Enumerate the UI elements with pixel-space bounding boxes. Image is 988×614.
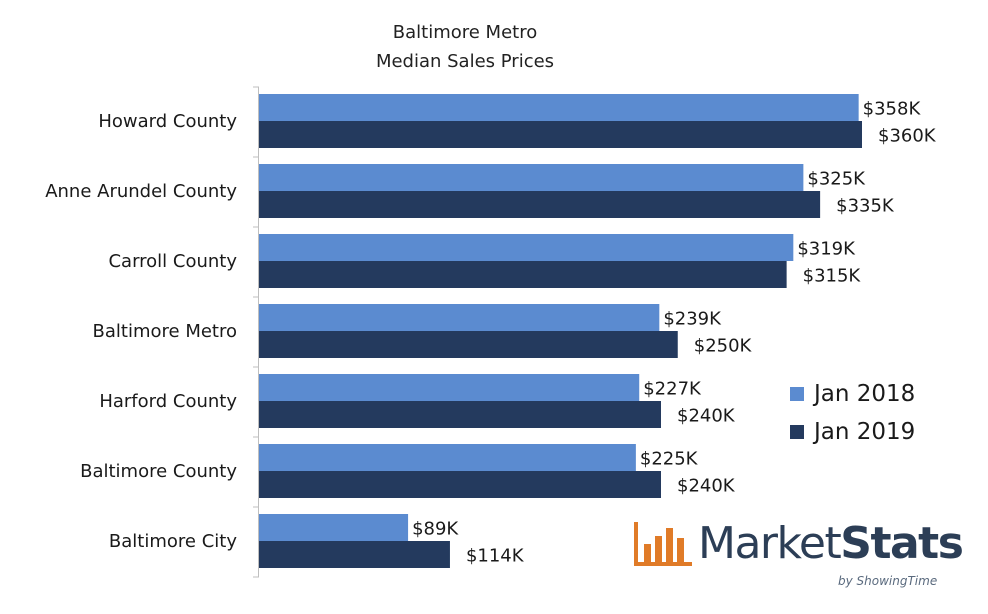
y-axis-ticks: [253, 86, 259, 578]
category-label-howard-county: Howard County: [98, 111, 237, 132]
bars-group: [259, 94, 862, 568]
bar-baltimore-metro-jan-2019: [259, 331, 678, 358]
bar-anne-arundel-county-jan-2019: [259, 191, 821, 218]
data-label-baltimore-city-jan-2018: $89K: [412, 519, 459, 540]
legend-swatch-jan-2018: [790, 387, 804, 401]
bar-baltimore-city-jan-2019: [259, 541, 450, 568]
legend-item-jan-2019: Jan 2019: [790, 419, 915, 445]
logo-text-market: Market: [698, 518, 842, 569]
data-label-anne-arundel-county-jan-2018: $325K: [807, 169, 866, 190]
chart-title-line-1: Baltimore Metro: [392, 22, 538, 43]
bar-baltimore-metro-jan-2018: [259, 304, 660, 331]
data-label-harford-county-jan-2018: $227K: [643, 379, 702, 400]
bar-harford-county-jan-2019: [259, 401, 661, 428]
bar-baltimore-county-jan-2018: [259, 444, 636, 471]
legend-item-jan-2018: Jan 2018: [790, 381, 915, 407]
legend-label-jan-2018: Jan 2018: [814, 381, 916, 407]
data-label-baltimore-metro-jan-2018: $239K: [663, 309, 722, 330]
data-label-carroll-county-jan-2018: $319K: [797, 239, 856, 260]
category-label-anne-arundel-county: Anne Arundel County: [45, 181, 237, 202]
bar-howard-county-jan-2018: [259, 94, 859, 121]
value-labels-group: $358K $360K $325K $335K $319K $315K $239K $250K…: [412, 99, 937, 567]
chart-title-line-2: Median Sales Prices: [375, 51, 555, 72]
data-label-baltimore-metro-jan-2019: $250K: [694, 336, 753, 357]
marketstats-logo: MarketStats by ShowingTime: [632, 514, 964, 600]
data-label-baltimore-city-jan-2019: $114K: [466, 546, 525, 567]
legend-label-jan-2019: Jan 2019: [814, 419, 916, 445]
data-label-anne-arundel-county-jan-2019: $335K: [836, 196, 895, 217]
category-label-baltimore-county: Baltimore County: [80, 461, 237, 482]
bar-carroll-county-jan-2019: [259, 261, 787, 288]
logo-byline: by ShowingTime: [838, 574, 938, 588]
category-label-baltimore-city: Baltimore City: [109, 531, 237, 552]
bar-harford-county-jan-2018: [259, 374, 640, 401]
data-label-baltimore-county-jan-2018: $225K: [640, 449, 699, 470]
logo-text-stats: Stats: [840, 518, 964, 569]
bar-carroll-county-jan-2018: [259, 234, 794, 261]
bar-anne-arundel-county-jan-2018: [259, 164, 804, 191]
logo-wordmark: MarketStats: [698, 518, 964, 569]
category-label-baltimore-metro: Baltimore Metro: [93, 321, 237, 342]
bar-baltimore-city-jan-2018: [259, 514, 409, 541]
category-label-carroll-county: Carroll County: [108, 251, 237, 272]
bar-chart-logo-icon: [634, 522, 692, 566]
category-label-harford-county: Harford County: [99, 391, 237, 412]
bar-howard-county-jan-2019: [259, 121, 862, 148]
legend-swatch-jan-2019: [790, 425, 804, 439]
category-labels-group: Howard County Anne Arundel County Carroll …: [45, 111, 237, 552]
data-label-howard-county-jan-2018: $358K: [863, 99, 922, 120]
data-label-carroll-county-jan-2019: $315K: [803, 266, 862, 287]
bar-baltimore-county-jan-2019: [259, 471, 661, 498]
data-label-baltimore-county-jan-2019: $240K: [677, 476, 736, 497]
data-label-harford-county-jan-2019: $240K: [677, 406, 736, 427]
data-label-howard-county-jan-2019: $360K: [878, 126, 937, 147]
